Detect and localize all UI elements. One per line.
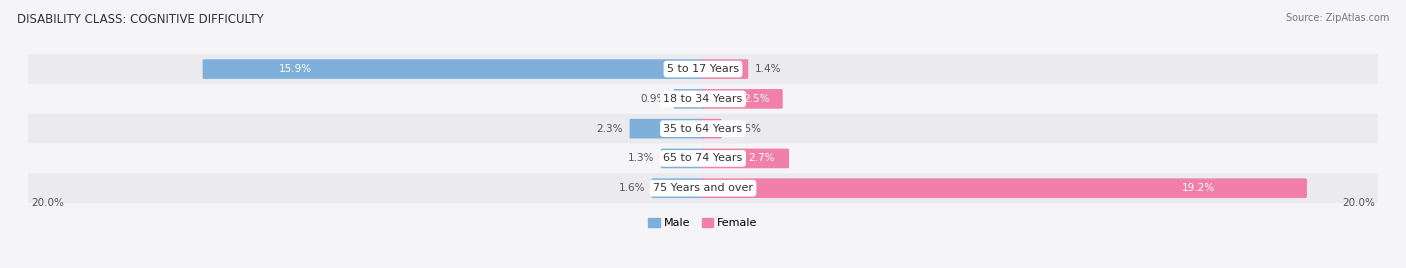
Text: 1.3%: 1.3% — [628, 153, 654, 163]
FancyBboxPatch shape — [702, 89, 783, 109]
FancyBboxPatch shape — [202, 59, 704, 79]
Text: 20.0%: 20.0% — [31, 198, 65, 209]
Text: 5 to 17 Years: 5 to 17 Years — [666, 64, 740, 74]
FancyBboxPatch shape — [28, 173, 1378, 203]
FancyBboxPatch shape — [630, 119, 704, 139]
Text: 15.9%: 15.9% — [278, 64, 312, 74]
Text: 35 to 64 Years: 35 to 64 Years — [664, 124, 742, 134]
FancyBboxPatch shape — [702, 148, 789, 168]
Text: 75 Years and over: 75 Years and over — [652, 183, 754, 193]
Text: 1.6%: 1.6% — [619, 183, 645, 193]
Text: 0.55%: 0.55% — [728, 124, 761, 134]
Text: 20.0%: 20.0% — [1341, 198, 1375, 209]
FancyBboxPatch shape — [28, 144, 1378, 173]
Text: 18 to 34 Years: 18 to 34 Years — [664, 94, 742, 104]
Text: 2.5%: 2.5% — [744, 94, 769, 104]
Text: 1.4%: 1.4% — [755, 64, 782, 74]
Text: Source: ZipAtlas.com: Source: ZipAtlas.com — [1285, 13, 1389, 23]
FancyBboxPatch shape — [28, 114, 1378, 144]
Text: 19.2%: 19.2% — [1182, 183, 1215, 193]
Text: 65 to 74 Years: 65 to 74 Years — [664, 153, 742, 163]
FancyBboxPatch shape — [651, 178, 704, 198]
FancyBboxPatch shape — [702, 59, 748, 79]
Text: DISABILITY CLASS: COGNITIVE DIFFICULTY: DISABILITY CLASS: COGNITIVE DIFFICULTY — [17, 13, 263, 27]
FancyBboxPatch shape — [28, 84, 1378, 114]
FancyBboxPatch shape — [702, 119, 721, 139]
Text: 0.9%: 0.9% — [641, 94, 666, 104]
FancyBboxPatch shape — [661, 148, 704, 168]
FancyBboxPatch shape — [702, 178, 1308, 198]
Text: 2.7%: 2.7% — [748, 153, 775, 163]
FancyBboxPatch shape — [28, 54, 1378, 84]
Legend: Male, Female: Male, Female — [644, 213, 762, 232]
FancyBboxPatch shape — [673, 89, 704, 109]
Text: 2.3%: 2.3% — [596, 124, 623, 134]
